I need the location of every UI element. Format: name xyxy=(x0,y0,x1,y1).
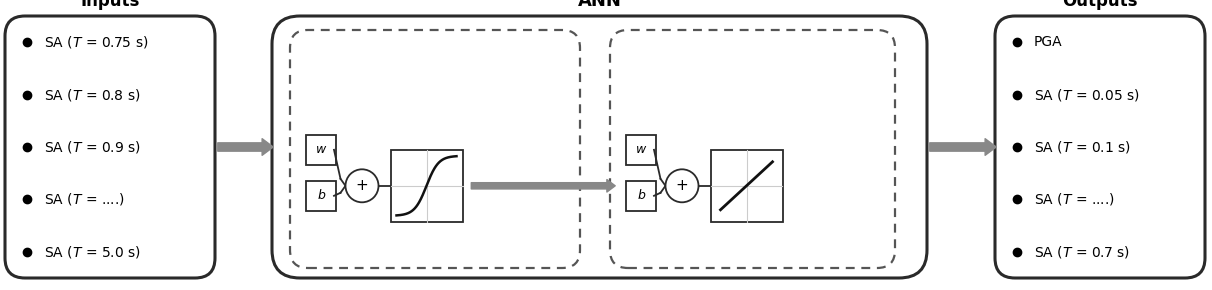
Text: PGA: PGA xyxy=(1034,35,1063,49)
Text: ANN: ANN xyxy=(578,0,622,10)
Text: SA ($T$ = 0.9 s): SA ($T$ = 0.9 s) xyxy=(44,139,141,155)
FancyBboxPatch shape xyxy=(627,135,656,165)
Text: Inputs: Inputs xyxy=(80,0,139,10)
Text: +: + xyxy=(675,178,688,193)
Text: SA ($T$ = 5.0 s): SA ($T$ = 5.0 s) xyxy=(44,244,141,260)
Text: SA ($T$ = ....): SA ($T$ = ....) xyxy=(44,191,125,207)
Text: SA ($T$ = ....): SA ($T$ = ....) xyxy=(1034,191,1115,207)
Text: SA ($T$ = 0.75 s): SA ($T$ = 0.75 s) xyxy=(44,34,149,50)
FancyBboxPatch shape xyxy=(610,30,894,268)
Bar xyxy=(390,150,463,222)
Text: w: w xyxy=(316,143,326,156)
Text: SA ($T$ = 0.1 s): SA ($T$ = 0.1 s) xyxy=(1034,139,1131,155)
Text: Outputs: Outputs xyxy=(1062,0,1138,10)
Text: +: + xyxy=(355,178,368,193)
FancyBboxPatch shape xyxy=(5,16,215,278)
Text: SA ($T$ = 0.7 s): SA ($T$ = 0.7 s) xyxy=(1034,244,1130,260)
FancyBboxPatch shape xyxy=(305,181,336,211)
Text: (30 neurons): (30 neurons) xyxy=(338,65,429,78)
Text: b: b xyxy=(318,189,325,202)
Text: SA ($T$ = 0.8 s): SA ($T$ = 0.8 s) xyxy=(44,87,141,103)
FancyBboxPatch shape xyxy=(627,181,656,211)
Text: Hidden Layer: Hidden Layer xyxy=(338,38,441,52)
Circle shape xyxy=(665,169,698,202)
Text: b: b xyxy=(638,189,645,202)
FancyBboxPatch shape xyxy=(290,30,581,268)
FancyBboxPatch shape xyxy=(995,16,1205,278)
Circle shape xyxy=(345,169,378,202)
Text: Output Layer: Output Layer xyxy=(701,38,804,52)
FancyBboxPatch shape xyxy=(305,135,336,165)
Bar xyxy=(710,150,783,222)
Text: w: w xyxy=(636,143,646,156)
Text: SA ($T$ = 0.05 s): SA ($T$ = 0.05 s) xyxy=(1034,87,1139,103)
FancyBboxPatch shape xyxy=(271,16,927,278)
